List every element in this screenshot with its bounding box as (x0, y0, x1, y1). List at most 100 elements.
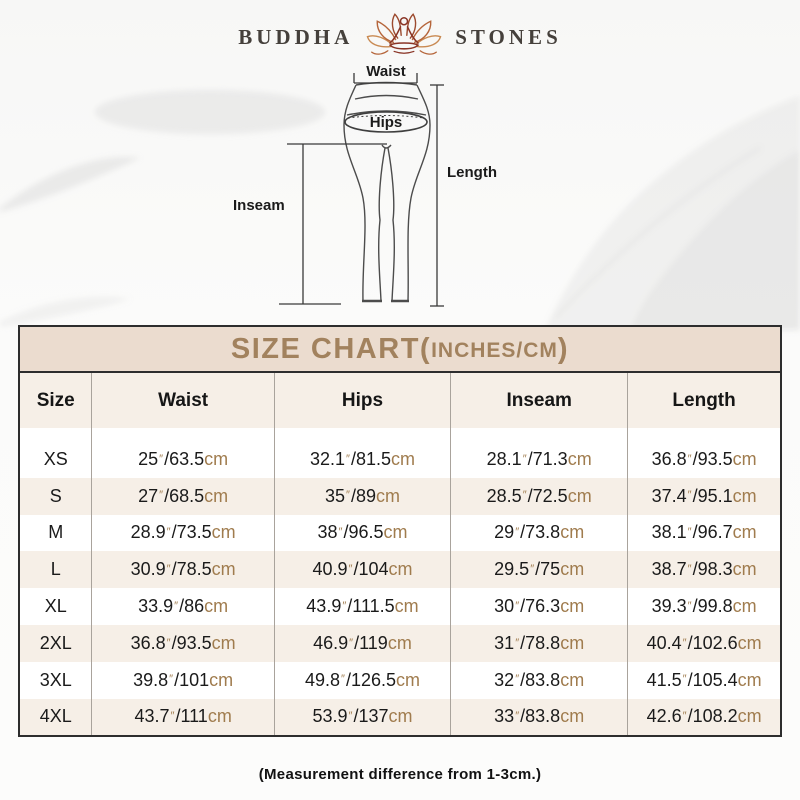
hips-measurement: 40.9″/104cm (273, 551, 450, 589)
spacer-cell (273, 428, 450, 441)
size-row-xs: XS 25″/63.5cm 32.1″/81.5cm 28.1″/71.3cm 36.8… (20, 441, 780, 478)
length-label: Length (447, 164, 497, 181)
measurement-value: 39.8″/101cm (133, 669, 234, 690)
size-row-xl: XL 33.9″/86cm 43.9″/111.5cm 30″/76.3cm 39.3″… (20, 588, 780, 625)
size-chart-table: SIZE CHART(INCHES/CM) Size Waist Hips Insea… (18, 325, 782, 738)
measurement-value: 32″/83.8cm (494, 669, 585, 690)
waist-label: Waist (366, 63, 405, 80)
size-label: L (50, 559, 61, 580)
inseam-measurement: 29″/73.8cm (450, 514, 627, 552)
measurement-value: 49.8″/126.5cm (304, 669, 420, 690)
hips-measurement: 49.8″/126.5cm (273, 661, 450, 699)
inseam-measurement: 33″/83.8cm (450, 698, 627, 736)
measurement-value: 33″/83.8cm (494, 706, 585, 727)
measurement-value: 29″/73.8cm (494, 522, 585, 543)
size-label: 4XL (39, 706, 72, 727)
size-row-s: S 27″/68.5cm 35″/89cm 28.5″/72.5cm 37.4″/95.… (20, 477, 780, 515)
length-measurement: 39.3″/99.8cm (627, 588, 780, 625)
inseam-measurement: 30″/76.3cm (450, 588, 627, 625)
hips-measurement: 38″/96.5cm (273, 514, 450, 552)
measurement-value: 38″/96.5cm (317, 522, 408, 543)
hips-measurement: 32.1″/81.5cm (273, 441, 450, 478)
spacer-cell (20, 428, 91, 441)
measurement-value: 46.9″/119cm (313, 632, 412, 653)
measurement-value: 30″/76.3cm (494, 596, 585, 617)
column-header-row: Size Waist Hips Inseam Length (20, 373, 780, 428)
spacer-cell (627, 428, 780, 441)
measurement-value: 36.8″/93.5cm (651, 448, 757, 469)
size-row-4xl: 4XL 43.7″/111cm 53.9″/137cm 33″/83.8cm 42.6″… (20, 698, 780, 736)
length-measurement: 40.4″/102.6cm (627, 624, 780, 662)
inseam-measurement: 28.5″/72.5cm (450, 477, 627, 515)
size-label: S (49, 485, 62, 506)
measurement-value: 33.9″/86cm (138, 596, 229, 617)
size-chart-grid: Size Waist Hips Inseam Length XS 25″/63.5cm 32.… (20, 373, 780, 736)
size-row-m: M 28.9″/73.5cm 38″/96.5cm 29″/73.8cm 38.1″/9… (20, 514, 780, 552)
length-measurement: 41.5″/105.4cm (627, 661, 780, 699)
measurement-value: 39.3″/99.8cm (651, 596, 757, 617)
inseam-measurement: 32″/83.8cm (450, 661, 627, 699)
inseam-label: Inseam (233, 197, 285, 214)
measurement-value: 41.5″/105.4cm (646, 669, 762, 690)
hips-measurement: 43.9″/111.5cm (273, 588, 450, 625)
measurement-value: 37.4″/95.1cm (651, 485, 757, 506)
hips-measurement: 35″/89cm (273, 477, 450, 515)
length-measurement: 37.4″/95.1cm (627, 477, 780, 515)
length-measurement: 38.1″/96.7cm (627, 514, 780, 552)
hips-measurement: 53.9″/137cm (273, 698, 450, 736)
column-header-size: Size (36, 389, 75, 411)
measurement-value: 32.1″/81.5cm (309, 448, 415, 469)
measurement-value: 28.9″/73.5cm (130, 522, 236, 543)
waist-measurement: 33.9″/86cm (91, 588, 273, 625)
measurement-lines (279, 73, 444, 307)
brand-name-left: BUDDHA (238, 24, 354, 49)
brand-name-right: STONES (455, 24, 562, 49)
measurement-value: 40.4″/102.6cm (646, 632, 762, 653)
measurement-value: 25″/63.5cm (138, 448, 229, 469)
header-spacer-row (20, 428, 780, 441)
brand-header: BUDDHA STONES (0, 12, 800, 62)
size-label: M (48, 522, 64, 543)
measurement-value: 28.5″/72.5cm (486, 485, 592, 506)
size-chart-title-bar: SIZE CHART(INCHES/CM) (20, 327, 780, 373)
measurement-value: 29.5″/75cm (494, 559, 585, 580)
measurement-value: 43.9″/111.5cm (306, 596, 419, 617)
length-measurement: 36.8″/93.5cm (627, 441, 780, 478)
inseam-measurement: 29.5″/75cm (450, 551, 627, 589)
size-row-l: L 30.9″/78.5cm 40.9″/104cm 29.5″/75cm 38.7″/… (20, 551, 780, 589)
size-chart-title: SIZE CHART( (230, 332, 432, 365)
hips-measurement: 46.9″/119cm (273, 624, 450, 662)
size-label: XS (43, 448, 68, 469)
spacer-cell (91, 428, 273, 441)
measurement-value: 53.9″/137cm (312, 706, 413, 727)
size-label: 2XL (39, 632, 72, 653)
measurement-value: 28.1″/71.3cm (486, 448, 592, 469)
size-label: XL (44, 596, 67, 617)
length-measurement: 42.6″/108.2cm (627, 698, 780, 736)
hips-ellipse (344, 111, 428, 133)
measurement-value: 35″/89cm (324, 485, 400, 506)
column-header-inseam: Inseam (450, 373, 627, 428)
spacer-cell (450, 428, 627, 441)
size-row-3xl: 3XL 39.8″/101cm 49.8″/126.5cm 32″/83.8cm 41.… (20, 661, 780, 699)
measurement-value: 43.7″/111cm (134, 706, 232, 727)
waist-measurement: 36.8″/93.5cm (91, 624, 273, 662)
leggings-outline (343, 81, 431, 303)
waist-measurement: 43.7″/111cm (91, 698, 273, 736)
measurement-value: 31″/78.8cm (494, 632, 585, 653)
lotus-meditation-icon (366, 13, 442, 55)
inseam-measurement: 31″/78.8cm (450, 624, 627, 662)
measurement-value: 27″/68.5cm (138, 485, 229, 506)
measurement-value: 38.7″/98.3cm (651, 559, 757, 580)
waist-measurement: 39.8″/101cm (91, 661, 273, 699)
waist-measurement: 27″/68.5cm (91, 477, 273, 515)
size-label: 3XL (39, 669, 72, 690)
hips-label: Hips (370, 114, 403, 131)
length-measurement: 38.7″/98.3cm (627, 551, 780, 589)
waist-measurement: 30.9″/78.5cm (91, 551, 273, 589)
measurement-value: 42.6″/108.2cm (646, 706, 762, 727)
measurement-value: 38.1″/96.7cm (651, 522, 757, 543)
column-header-hips: Hips (273, 373, 450, 428)
measurement-note: (Measurement difference from 1-3cm.) (258, 766, 542, 783)
